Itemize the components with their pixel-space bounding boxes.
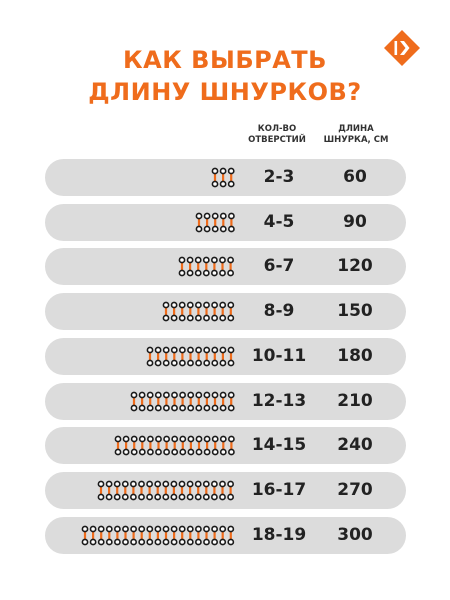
lace-eyelets-icon xyxy=(97,480,235,501)
brand-logo-icon xyxy=(384,30,420,66)
table-row: 4-5 90 xyxy=(45,203,406,241)
holes-column-header: КОЛ-ВО ОТВЕРСТИЙ xyxy=(248,124,306,145)
table-row: 12-13 210 xyxy=(45,382,406,420)
holes-count: 12-13 xyxy=(251,390,307,411)
table-row: 14-15 240 xyxy=(45,427,406,465)
page-title: КАК ВЫБРАТЬ ДЛИНУ ШНУРКОВ? xyxy=(0,44,450,108)
lace-length: 150 xyxy=(337,301,373,322)
lace-eyelets-icon xyxy=(81,525,235,545)
table-row: 6-7 120 xyxy=(45,248,406,286)
lace-length: 240 xyxy=(337,435,373,456)
table-row: 16-17 270 xyxy=(45,471,406,509)
lace-length: 300 xyxy=(337,524,373,545)
lace-length: 270 xyxy=(337,479,373,500)
table-row: 8-9 150 xyxy=(45,293,406,331)
lace-length: 60 xyxy=(343,167,367,187)
holes-count: 14-15 xyxy=(251,435,307,456)
holes-count: 2-3 xyxy=(263,167,295,187)
lace-length: 120 xyxy=(337,256,373,277)
lace-length: 210 xyxy=(337,390,373,411)
lace-eyelets-icon xyxy=(114,435,235,456)
table-row: 2-3 60 xyxy=(45,159,406,196)
lace-eyelets-icon xyxy=(178,256,235,277)
holes-count: 4-5 xyxy=(263,211,295,232)
lace-eyelets-icon xyxy=(162,301,235,322)
lace-eyelets-icon xyxy=(211,167,235,188)
title-line-1: КАК ВЫБРАТЬ xyxy=(123,46,327,74)
holes-count: 16-17 xyxy=(251,479,307,500)
length-column-header: ДЛИНА ШНУРКА, СМ xyxy=(323,124,389,145)
holes-count: 18-19 xyxy=(251,524,307,545)
table-row: 18-19 300 xyxy=(45,516,406,554)
lace-eyelets-icon xyxy=(146,346,235,367)
holes-count: 6-7 xyxy=(263,256,295,277)
lace-length: 180 xyxy=(337,345,373,366)
lace-eyelets-icon xyxy=(130,391,235,411)
title-line-2: ДЛИНУ ШНУРКОВ? xyxy=(88,78,362,106)
holes-count: 8-9 xyxy=(263,301,295,322)
holes-count: 10-11 xyxy=(251,345,307,366)
lace-length: 90 xyxy=(343,211,367,232)
table-row: 10-11 180 xyxy=(45,337,406,375)
lace-eyelets-icon xyxy=(195,212,235,233)
